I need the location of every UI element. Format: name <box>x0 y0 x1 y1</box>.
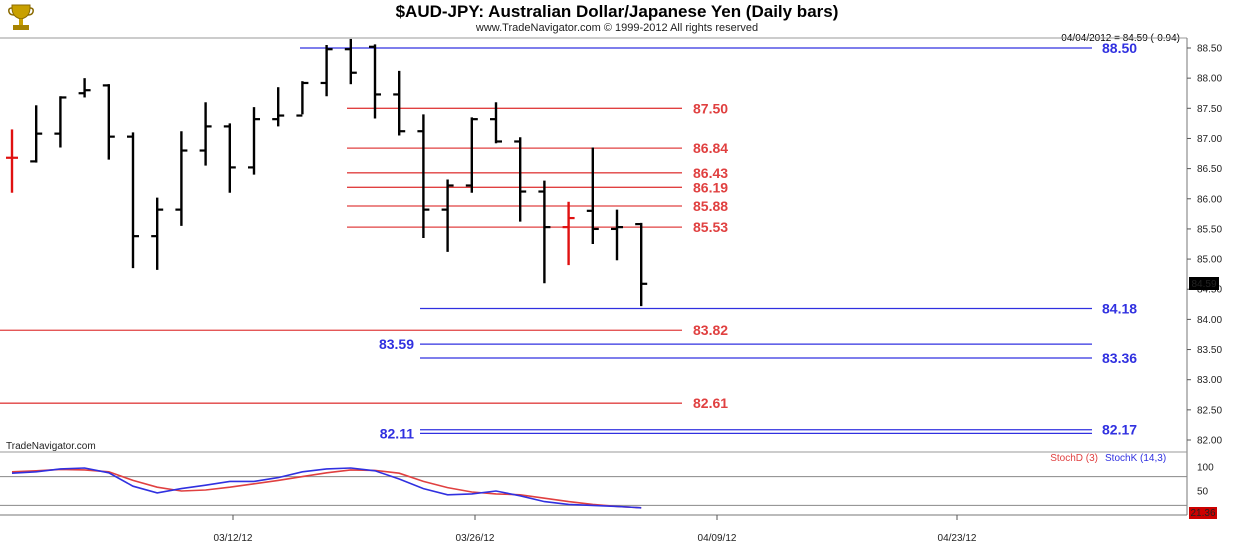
level-label-85.53: 85.53 <box>693 219 728 235</box>
y-tick-label: 83.00 <box>1197 375 1222 386</box>
stoch-k-legend: StochK (14,3) <box>1105 453 1166 464</box>
level-label-82.61: 82.61 <box>693 395 728 411</box>
ohlc-bar <box>102 84 115 160</box>
ohlc-bar <box>562 201 575 266</box>
level-label-86.19: 86.19 <box>693 179 728 195</box>
ohlc-bar <box>344 38 357 85</box>
ohlc-bar <box>465 117 478 193</box>
x-tick-label: 04/23/12 <box>938 533 977 544</box>
level-label-87.50: 87.50 <box>693 100 728 116</box>
ohlc-bar <box>248 107 260 175</box>
stoch-y-tick-label: 50 <box>1197 487 1209 498</box>
y-axis-ticks: 88.50 88.00 87.50 87.00 86.50 86.00 85.50 85.00… <box>1187 44 1222 447</box>
ohlc-bar <box>417 114 430 238</box>
level-label-86.43: 86.43 <box>693 165 728 181</box>
chart-subtitle: www.TradeNavigator.com © 1999-2012 All r… <box>475 22 758 34</box>
level-label-85.88: 85.88 <box>693 198 728 214</box>
x-axis-ticks: 03/12/12 03/26/12 04/09/12 04/23/12 <box>214 515 977 544</box>
current-price-badge: 84.59 <box>1189 277 1219 290</box>
level-label-83.82: 83.82 <box>693 322 728 338</box>
level-label-84.18: 84.18 <box>1102 301 1137 317</box>
y-tick-label: 86.50 <box>1197 164 1222 175</box>
y-tick-label: 84.00 <box>1197 315 1222 326</box>
y-tick-label: 82.50 <box>1197 405 1222 416</box>
ohlc-bar <box>369 44 381 119</box>
stoch-d-legend: StochD (3) <box>1050 453 1098 464</box>
stoch-current-badge-bg <box>1189 507 1217 519</box>
x-tick-label: 04/09/12 <box>698 533 737 544</box>
ohlc-bar <box>320 44 333 97</box>
ohlc-bar <box>514 137 527 222</box>
watermark-text: TradeNavigator.com <box>6 441 96 452</box>
ohlc-bar <box>199 102 212 166</box>
current-price-badge-bg <box>1189 277 1219 290</box>
ohlc-bar <box>223 123 236 193</box>
stoch-series <box>11 467 642 509</box>
level-label-83.59: 83.59 <box>379 336 414 352</box>
ohlc-bar <box>611 209 623 261</box>
y-tick-label: 88.00 <box>1197 74 1222 85</box>
ohlc-bar <box>393 70 406 136</box>
ohlc-bar <box>127 132 139 269</box>
stoch-current-label: 21.36 <box>1190 508 1215 519</box>
y-tick-label: 83.50 <box>1197 345 1222 356</box>
x-tick-label: 03/26/12 <box>456 533 495 544</box>
ohlc-bar <box>586 147 599 244</box>
ohlc-bar <box>635 222 648 307</box>
ohlc-bar <box>151 197 164 270</box>
y-tick-label: 82.00 <box>1197 436 1222 447</box>
trophy-logo-icon <box>8 4 34 30</box>
ohlc-bar <box>538 180 551 284</box>
level-label-88.50: 88.50 <box>1102 40 1137 56</box>
level-label-83.36: 83.36 <box>1102 350 1137 366</box>
ohlc-bar <box>6 129 18 193</box>
ohlc-bar <box>78 78 91 98</box>
stoch-line-d <box>11 468 642 509</box>
level-label-82.11: 82.11 <box>380 425 414 441</box>
ohlc-bar <box>272 87 285 127</box>
ohlc-bar <box>296 81 309 117</box>
stoch-current-badge: 21.36 <box>1189 507 1217 519</box>
level-label-86.84: 86.84 <box>693 140 728 156</box>
ohlc-bar <box>30 105 43 163</box>
chart-title: $AUD-JPY: Australian Dollar/Japanese Yen… <box>396 2 839 21</box>
ohlc-bar <box>490 102 502 144</box>
price-bars <box>6 38 648 307</box>
y-tick-label: 87.50 <box>1197 104 1222 115</box>
y-tick-label: 85.50 <box>1197 224 1222 235</box>
ohlc-bar <box>441 179 454 252</box>
x-tick-label: 03/12/12 <box>214 533 253 544</box>
ohlc-bar <box>54 96 67 148</box>
y-tick-label: 87.00 <box>1197 134 1222 145</box>
ohlc-bar <box>175 131 188 226</box>
y-tick-label: 86.00 <box>1197 194 1222 205</box>
stoch-line-k <box>11 467 642 509</box>
y-tick-label: 88.50 <box>1197 44 1222 55</box>
level-label-82.17: 82.17 <box>1102 422 1137 438</box>
y-tick-label: 84.50 <box>1197 285 1222 296</box>
y-tick-label: 85.00 <box>1197 255 1222 266</box>
stoch-y-tick-label: 100 <box>1197 463 1214 474</box>
current-price-label: 84.59 <box>1191 279 1216 290</box>
